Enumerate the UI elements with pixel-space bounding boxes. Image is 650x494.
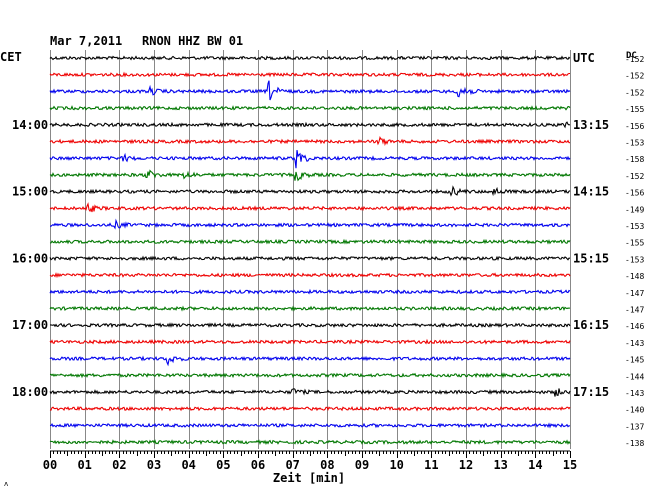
dc-value-label: -158 <box>625 155 644 164</box>
trace-line <box>49 136 571 147</box>
x-axis-label: Zeit [min] <box>273 471 345 485</box>
dc-value-label: -152 <box>625 88 644 97</box>
left-time-label: 14:00 <box>12 118 48 132</box>
trace-line <box>49 169 571 182</box>
dc-value-label: -143 <box>625 389 644 398</box>
trace-line <box>49 288 571 295</box>
trace-line <box>49 322 571 329</box>
left-time-labels: 14:00 15:00 16:00 17:00 18:00 <box>12 118 48 399</box>
dc-value-label: -156 <box>625 122 644 131</box>
x-tick-label: 15 <box>563 458 577 472</box>
trace-line <box>49 405 571 412</box>
trace-line <box>49 150 571 169</box>
x-tick-label: 11 <box>424 458 438 472</box>
x-tick-label: 08 <box>320 458 334 472</box>
dc-value-labels: -152 -152 -152 -155 -156 -153 -158 -152 -156 -149… <box>625 55 644 448</box>
right-time-label: 16:15 <box>573 318 609 332</box>
dc-value-label: -153 <box>625 222 644 231</box>
dc-value-label: -143 <box>625 339 644 348</box>
dc-value-label: -140 <box>625 406 644 415</box>
dc-value-label: -138 <box>625 439 644 448</box>
trace-line <box>49 255 571 262</box>
right-time-labels: UTC 13:15 14:15 15:15 16:15 17:15 <box>573 51 609 399</box>
dc-value-label: -152 <box>625 172 644 181</box>
trace-line <box>49 185 571 197</box>
trace-line <box>49 71 570 78</box>
left-time-label: 15:00 <box>12 185 48 199</box>
x-tick-label: 01 <box>77 458 91 472</box>
left-time-label: 17:00 <box>12 318 48 332</box>
dc-value-label: -155 <box>625 105 644 114</box>
x-tick-label: 05 <box>216 458 230 472</box>
x-tick-label: 14 <box>528 458 542 472</box>
dc-value-label: -145 <box>625 356 644 365</box>
left-time-label: 16:00 <box>12 251 48 265</box>
right-time-label: UTC <box>573 51 595 65</box>
dc-value-label: -156 <box>625 189 644 198</box>
right-time-label: 17:15 <box>573 385 609 399</box>
trace-group <box>49 55 571 446</box>
corner-mark: ʌ <box>4 480 8 488</box>
trace-line <box>49 105 571 111</box>
x-tick-label: 10 <box>389 458 403 472</box>
dc-value-label: -146 <box>625 322 644 331</box>
x-tick-label: 02 <box>112 458 126 472</box>
dc-header-label: DC <box>626 51 637 61</box>
trace-line <box>49 272 571 279</box>
x-tick-label: 09 <box>355 458 369 472</box>
dc-value-label: -152 <box>625 55 644 64</box>
right-time-label: 14:15 <box>573 185 609 199</box>
x-tick-label: 07 <box>285 458 299 472</box>
dc-value-label: -144 <box>625 372 644 381</box>
trace-line <box>49 80 571 101</box>
x-tick-label: 04 <box>181 458 195 472</box>
x-tick-label: 00 <box>43 458 57 472</box>
trace-line <box>49 388 571 397</box>
dc-value-label: -155 <box>625 239 644 248</box>
station-label: RNON HHZ BW 01 <box>142 34 243 48</box>
dc-value-label: -148 <box>625 272 644 281</box>
date-label: Mar 7,2011 <box>50 34 122 48</box>
trace-line <box>49 338 571 345</box>
trace-line <box>49 121 571 129</box>
x-tick-label: 03 <box>147 458 161 472</box>
x-axis: 00 01 02 03 04 05 06 07 08 09 10 11 12 13 14 15 <box>43 450 577 472</box>
dc-value-label: -147 <box>625 289 644 298</box>
trace-line <box>49 202 571 213</box>
dc-value-label: -137 <box>625 422 644 431</box>
dc-value-label: -152 <box>625 72 644 81</box>
trace-line <box>50 218 571 230</box>
x-tick-label: 12 <box>459 458 473 472</box>
x-tick-label: 13 <box>493 458 507 472</box>
x-tick-label: 06 <box>251 458 265 472</box>
dc-value-label: -153 <box>625 139 644 148</box>
time-grid <box>50 50 571 449</box>
dc-value-label: -149 <box>625 205 644 214</box>
trace-line <box>49 238 571 245</box>
trace-line <box>49 372 571 379</box>
right-time-label: 15:15 <box>573 251 609 265</box>
trace-line <box>49 422 571 429</box>
left-time-label: 18:00 <box>12 385 48 399</box>
dc-value-label: -147 <box>625 306 644 315</box>
dc-value-label: -153 <box>625 255 644 264</box>
trace-line <box>49 55 571 61</box>
trace-line <box>49 439 571 446</box>
trace-line <box>49 305 571 312</box>
left-timezone-label: CET <box>0 50 22 64</box>
right-time-label: 13:15 <box>573 118 609 132</box>
trace-line <box>49 355 571 367</box>
